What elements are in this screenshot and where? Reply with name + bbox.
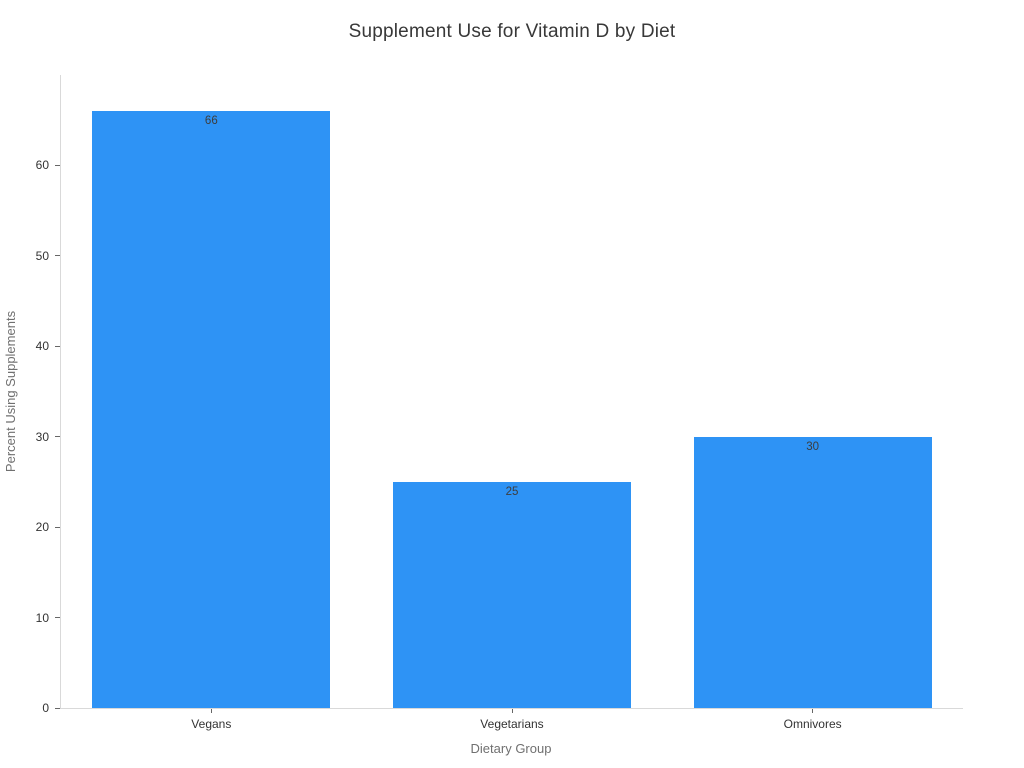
bar-value-label: 66 xyxy=(204,115,218,128)
x-axis-tick xyxy=(511,709,513,713)
bar-vegans: 66 xyxy=(92,111,331,708)
y-axis-tick xyxy=(55,617,60,619)
y-axis-title-text: Percent Using Supplements xyxy=(3,310,19,473)
bar-value-label: 30 xyxy=(806,440,820,453)
y-axis-tick xyxy=(55,436,60,438)
x-axis-tick-label: Vegetarians xyxy=(480,717,544,731)
x-axis-title: Dietary Group xyxy=(470,741,552,756)
y-axis-tick-label: 0 xyxy=(42,701,49,715)
y-axis-tick xyxy=(55,164,60,166)
bar-value-label: 25 xyxy=(505,485,519,498)
bar-omnivores: 30 xyxy=(693,436,932,708)
y-axis-tick-label: 20 xyxy=(35,520,49,535)
plot-area: 0 10 20 30 40 50 60 66 Vegans 25 Vegetarians 30 Omni… xyxy=(36,75,963,731)
y-axis-tick xyxy=(55,345,60,347)
bar-vegetarians: 25 xyxy=(393,481,631,708)
x-axis-tick-label: Vegans xyxy=(191,717,232,731)
y-axis-tick-label: 60 xyxy=(35,158,49,173)
y-axis-tick-label: 40 xyxy=(35,339,49,354)
y-axis-tick-label: 10 xyxy=(35,610,49,625)
x-axis-tick xyxy=(210,709,212,713)
y-axis-tick xyxy=(55,707,60,709)
x-axis-tick-label: Omnivores xyxy=(783,717,842,731)
x-axis-tick xyxy=(812,709,814,713)
y-axis-tick xyxy=(55,526,60,528)
y-axis-tick-label: 50 xyxy=(35,248,49,263)
chart-title: Supplement Use for Vitamin D by Diet xyxy=(348,21,676,42)
y-axis-tick xyxy=(55,255,60,257)
y-axis-tick-label: 30 xyxy=(35,429,49,444)
